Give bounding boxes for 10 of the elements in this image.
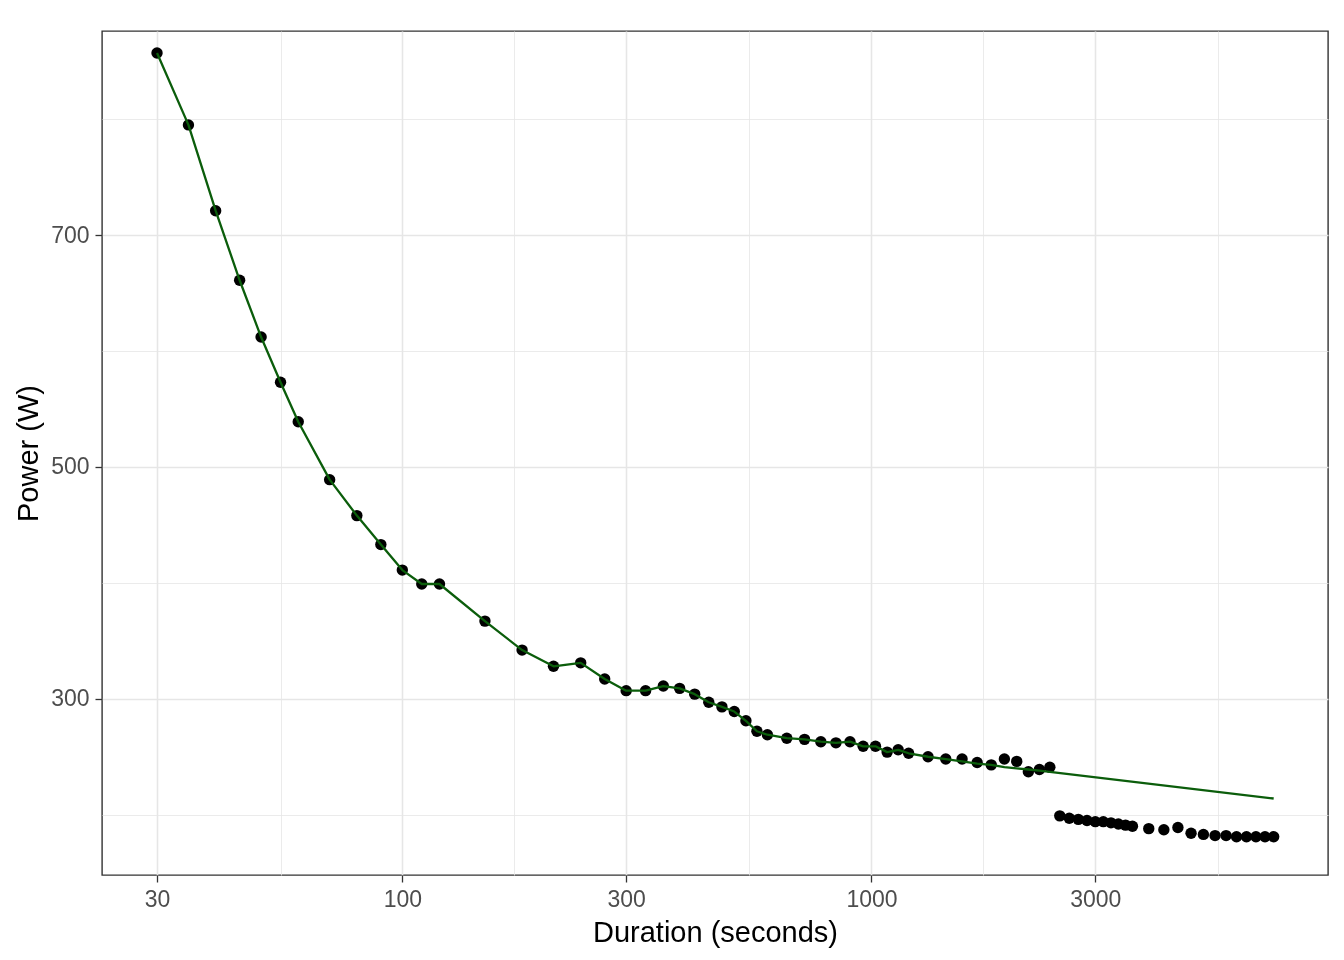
y-axis-title: Power (W)	[12, 385, 45, 522]
x-tick-label: 30	[144, 885, 171, 912]
y-tick-label: 300	[51, 685, 90, 712]
x-tick-label: 3000	[1070, 885, 1122, 912]
y-tick-label: 500	[51, 453, 90, 480]
x-axis-title: Duration (seconds)	[593, 915, 838, 948]
x-tick-label: 1000	[846, 885, 898, 912]
y-tick-label: 700	[51, 221, 90, 248]
x-tick-label: 100	[383, 885, 423, 912]
x-tick-label: 300	[607, 885, 646, 912]
